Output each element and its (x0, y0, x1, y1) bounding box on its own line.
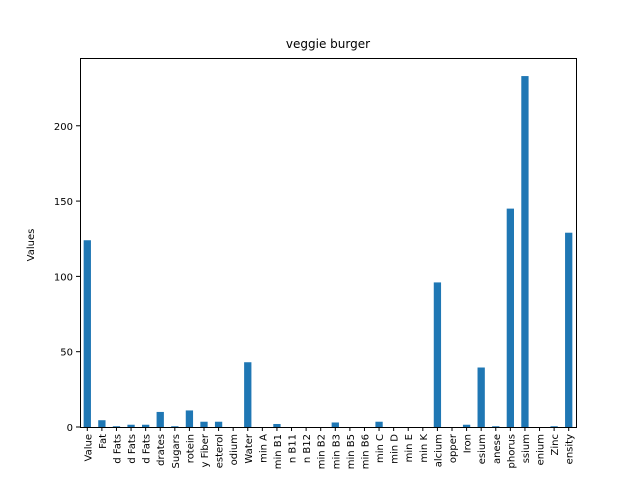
bar-2 (112, 426, 121, 427)
x-tick-label: min A (258, 434, 269, 463)
x-tick-label: min B2 (317, 434, 328, 469)
x-tick-label: alcium (433, 434, 444, 467)
bar-5 (156, 411, 164, 427)
x-tick-label: drates (156, 434, 167, 466)
x-axis-ticks: Value Fat d Fats d Fats d Fats drates Sugars ro… (83, 427, 576, 469)
y-axis-label: Values (26, 229, 37, 262)
x-tick-label: odium (229, 434, 240, 465)
x-tick-label: esterol (215, 434, 226, 468)
x-tick-label: min E (404, 434, 415, 462)
x-tick-label: n B11 (288, 434, 299, 463)
y-axis-ticks: 0 50 100 150 200 (54, 122, 80, 434)
bar-9 (214, 421, 223, 427)
bar-3 (127, 424, 135, 427)
bar-33 (565, 232, 573, 427)
x-tick-label: Value (83, 434, 94, 461)
plot-frame (80, 58, 577, 428)
x-tick-label: y Fiber (200, 433, 211, 467)
bar-20 (375, 421, 383, 427)
x-tick-label: min B6 (360, 434, 371, 469)
x-tick-label: anese (492, 434, 503, 464)
x-tick-label: Zinc (550, 434, 561, 455)
bar-24 (433, 282, 442, 427)
bar-29 (506, 208, 514, 427)
chart-title: veggie burger (286, 37, 370, 51)
x-tick-label: min B5 (346, 434, 357, 469)
bar-11 (244, 362, 252, 427)
x-tick-label: min B3 (331, 434, 342, 469)
x-tick-label: ssium (521, 434, 532, 463)
y-tick-label: 50 (60, 348, 73, 359)
y-tick-label: 150 (54, 197, 73, 208)
bar-27 (477, 367, 485, 427)
x-tick-label: enium (536, 434, 547, 465)
bar-4 (142, 424, 150, 427)
x-tick-label: d Fats (112, 434, 123, 464)
x-tick-label: d Fats (142, 434, 153, 464)
x-tick-label: ensity (565, 434, 576, 464)
x-tick-label: min K (419, 434, 430, 463)
bar-13 (273, 423, 281, 427)
bar-28 (492, 426, 500, 427)
x-tick-label: n B12 (302, 434, 313, 463)
y-tick-label: 0 (67, 423, 73, 434)
x-tick-label: Sugars (171, 434, 182, 468)
x-tick-label: esium (477, 434, 488, 464)
x-tick-label: min C (375, 434, 386, 463)
bar-1 (98, 420, 106, 427)
bar-26 (462, 424, 471, 427)
x-tick-label: rotein (185, 434, 196, 463)
bar-6 (171, 426, 179, 427)
x-tick-label: min D (390, 434, 401, 464)
bar-8 (200, 421, 208, 427)
bars-group (83, 76, 573, 427)
y-tick-label: 100 (54, 272, 73, 283)
bar-32 (550, 426, 558, 427)
y-tick-label: 200 (54, 122, 73, 133)
bar-7 (185, 410, 194, 427)
bar-30 (521, 76, 529, 427)
x-tick-label: phorus (506, 434, 517, 468)
x-tick-label: opper (448, 433, 459, 463)
bar-17 (331, 422, 339, 427)
x-tick-label: d Fats (127, 434, 138, 464)
x-tick-label: Iron (463, 434, 474, 453)
bar-0 (83, 240, 91, 427)
x-tick-label: Fat (98, 434, 109, 449)
x-tick-label: Water (244, 433, 255, 463)
x-tick-label: min B1 (273, 434, 284, 469)
